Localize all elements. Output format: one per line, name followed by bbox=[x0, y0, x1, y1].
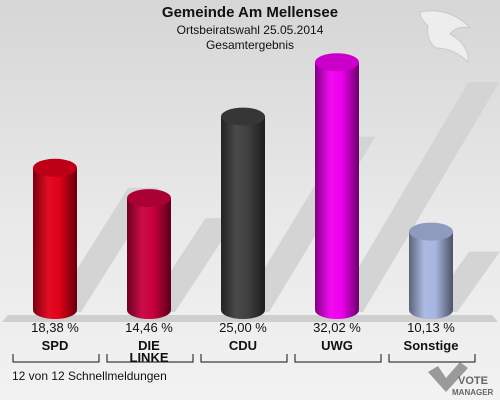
bar-top-sonstige bbox=[409, 222, 453, 241]
chart-subtitle-result: Gesamtergebnis bbox=[206, 38, 294, 52]
value-label-cdu: 25,00 % bbox=[219, 320, 267, 335]
bar-uwg bbox=[315, 62, 359, 320]
category-label-die-linke-line2: LINKE bbox=[130, 350, 169, 365]
logo-text-manager: MANAGER bbox=[452, 388, 494, 397]
bar-sonstige bbox=[409, 231, 453, 319]
category-label-die-linke-line1: DIE bbox=[138, 338, 160, 353]
chart-subtitle-election: Ortsbeiratswahl 25.05.2014 bbox=[177, 23, 324, 37]
dove-logo-icon bbox=[419, 10, 472, 64]
logo-text-vote: VOTE bbox=[458, 375, 488, 387]
value-label-die-linke: 14,46 % bbox=[125, 320, 173, 335]
chart-title: Gemeinde Am Mellensee bbox=[162, 4, 338, 21]
category-bracket-die-linke bbox=[106, 354, 194, 363]
bar-spd bbox=[33, 167, 77, 319]
bar-shadow-uwg bbox=[332, 82, 500, 312]
check-mark-icon bbox=[428, 362, 468, 392]
bar-top-cdu bbox=[221, 107, 265, 126]
category-label-uwg: UWG bbox=[321, 338, 353, 353]
bar-die-linke bbox=[127, 198, 171, 319]
value-label-spd: 18,38 % bbox=[31, 320, 79, 335]
bar-top-die-linke bbox=[127, 189, 171, 208]
footer-reports-count: 12 von 12 Schnellmeldungen bbox=[12, 369, 167, 383]
vote-manager-logo: VOTE MANAGER bbox=[428, 362, 494, 397]
category-bracket-spd bbox=[12, 354, 100, 363]
value-label-uwg: 32,02 % bbox=[313, 320, 361, 335]
bar-top-spd bbox=[33, 158, 77, 177]
category-label-cdu: CDU bbox=[229, 338, 257, 353]
value-label-sonstige: 10,13 % bbox=[407, 320, 455, 335]
bar-top-uwg bbox=[315, 53, 359, 72]
bar-cdu bbox=[221, 116, 265, 320]
category-bracket-uwg bbox=[294, 354, 382, 363]
category-bracket-sonstige bbox=[388, 354, 476, 363]
category-label-sonstige: Sonstige bbox=[404, 338, 459, 353]
category-label-spd: SPD bbox=[42, 338, 69, 353]
category-bracket-cdu bbox=[200, 354, 288, 363]
